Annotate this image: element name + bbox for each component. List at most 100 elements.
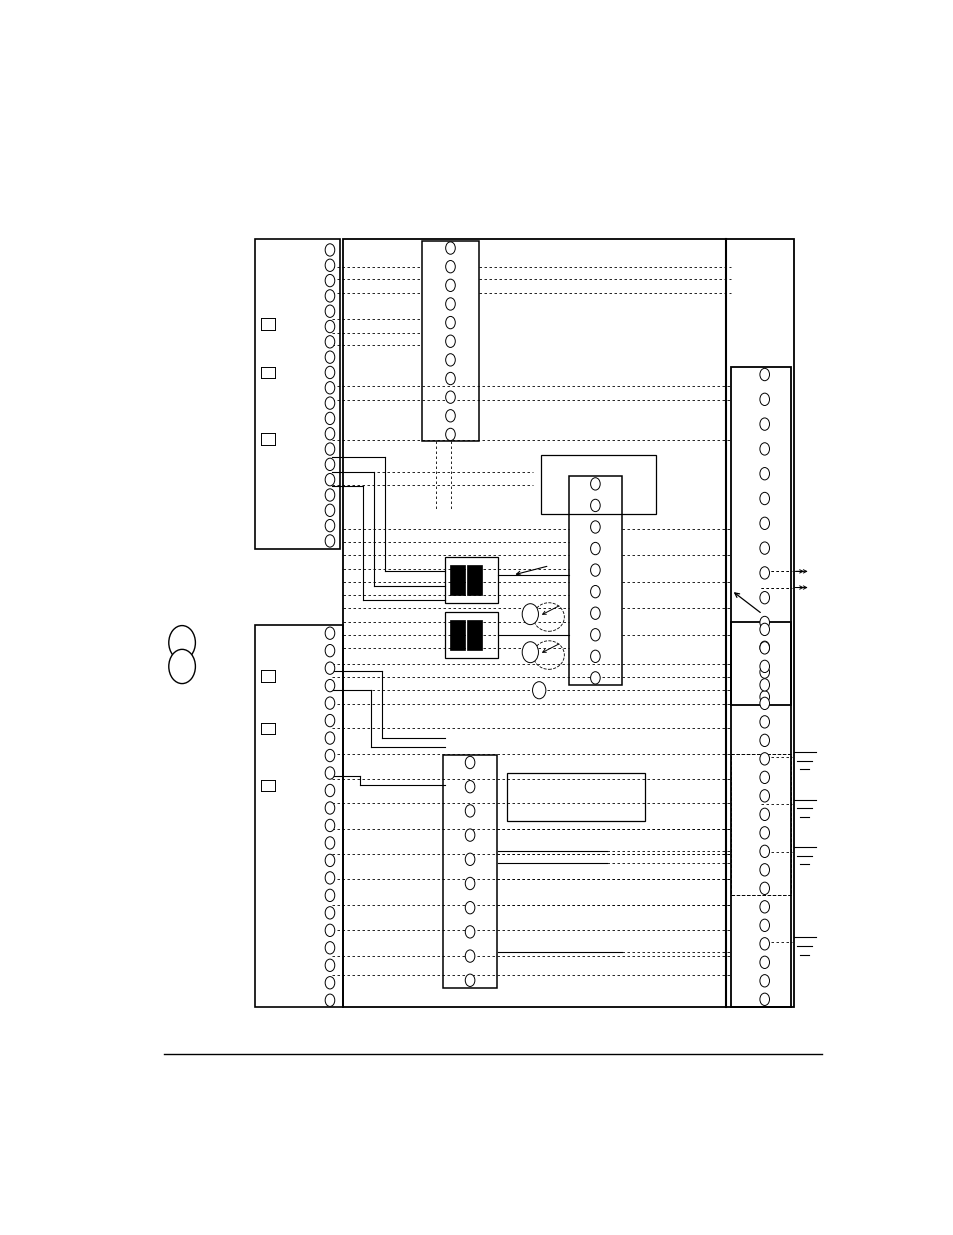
Circle shape	[325, 396, 335, 409]
Circle shape	[325, 645, 335, 657]
Circle shape	[325, 351, 335, 363]
Circle shape	[760, 845, 769, 857]
Bar	[466, 620, 481, 651]
Circle shape	[760, 826, 769, 839]
Circle shape	[325, 320, 335, 332]
Circle shape	[325, 872, 335, 884]
Circle shape	[760, 493, 769, 505]
Circle shape	[760, 882, 769, 894]
Circle shape	[590, 585, 599, 598]
Circle shape	[465, 853, 475, 866]
Circle shape	[325, 504, 335, 516]
Circle shape	[760, 517, 769, 530]
Circle shape	[445, 261, 455, 273]
Circle shape	[760, 616, 769, 629]
Circle shape	[325, 960, 335, 972]
Circle shape	[760, 974, 769, 987]
Circle shape	[325, 994, 335, 1007]
Circle shape	[760, 771, 769, 783]
Circle shape	[465, 926, 475, 939]
Circle shape	[760, 919, 769, 931]
Circle shape	[760, 698, 769, 710]
Circle shape	[325, 458, 335, 471]
Bar	[342, 238, 793, 1007]
Circle shape	[325, 274, 335, 287]
Circle shape	[445, 429, 455, 441]
Circle shape	[590, 564, 599, 577]
Circle shape	[521, 642, 537, 663]
Circle shape	[760, 789, 769, 802]
Circle shape	[325, 977, 335, 989]
Circle shape	[760, 734, 769, 746]
Circle shape	[590, 650, 599, 662]
Circle shape	[760, 542, 769, 555]
Bar	[450, 564, 465, 595]
Circle shape	[760, 808, 769, 820]
Circle shape	[760, 417, 769, 430]
Circle shape	[760, 863, 769, 876]
Bar	[541, 456, 656, 514]
Circle shape	[445, 242, 455, 254]
Circle shape	[325, 802, 335, 814]
Bar	[731, 753, 790, 894]
Circle shape	[760, 468, 769, 480]
Circle shape	[465, 756, 475, 768]
Circle shape	[325, 837, 335, 850]
Bar	[444, 557, 497, 603]
Circle shape	[325, 924, 335, 936]
Circle shape	[760, 592, 769, 604]
Circle shape	[445, 391, 455, 404]
Circle shape	[445, 353, 455, 366]
Circle shape	[465, 877, 475, 889]
Circle shape	[325, 382, 335, 394]
Circle shape	[325, 784, 335, 797]
Bar	[731, 621, 790, 1007]
Bar	[731, 367, 790, 704]
Bar	[450, 620, 465, 651]
Circle shape	[465, 829, 475, 841]
Circle shape	[325, 906, 335, 919]
Bar	[568, 477, 621, 685]
Circle shape	[445, 372, 455, 384]
Circle shape	[590, 608, 599, 620]
Circle shape	[325, 412, 335, 425]
Circle shape	[590, 478, 599, 490]
Circle shape	[465, 805, 475, 818]
Circle shape	[760, 624, 769, 636]
Circle shape	[590, 521, 599, 534]
Circle shape	[760, 937, 769, 950]
Circle shape	[325, 259, 335, 272]
Bar	[444, 613, 497, 658]
Circle shape	[325, 941, 335, 953]
Circle shape	[325, 767, 335, 779]
Circle shape	[760, 567, 769, 579]
Circle shape	[590, 672, 599, 684]
Circle shape	[521, 604, 537, 625]
Circle shape	[325, 489, 335, 501]
Circle shape	[760, 690, 769, 703]
Circle shape	[169, 626, 195, 659]
Bar	[254, 625, 343, 1007]
Bar	[466, 564, 481, 595]
Bar	[506, 773, 644, 820]
Circle shape	[325, 855, 335, 867]
Bar	[442, 755, 497, 988]
Circle shape	[169, 650, 195, 684]
Circle shape	[325, 750, 335, 762]
Circle shape	[760, 442, 769, 456]
Circle shape	[465, 950, 475, 962]
Circle shape	[760, 661, 769, 673]
Circle shape	[325, 697, 335, 709]
Bar	[421, 241, 478, 441]
Circle shape	[590, 542, 599, 555]
Circle shape	[760, 752, 769, 764]
Circle shape	[325, 714, 335, 726]
Circle shape	[325, 889, 335, 902]
Bar	[254, 238, 339, 548]
Circle shape	[445, 279, 455, 291]
Circle shape	[325, 367, 335, 379]
Circle shape	[760, 642, 769, 655]
Circle shape	[760, 679, 769, 692]
Circle shape	[760, 393, 769, 405]
Circle shape	[325, 679, 335, 692]
